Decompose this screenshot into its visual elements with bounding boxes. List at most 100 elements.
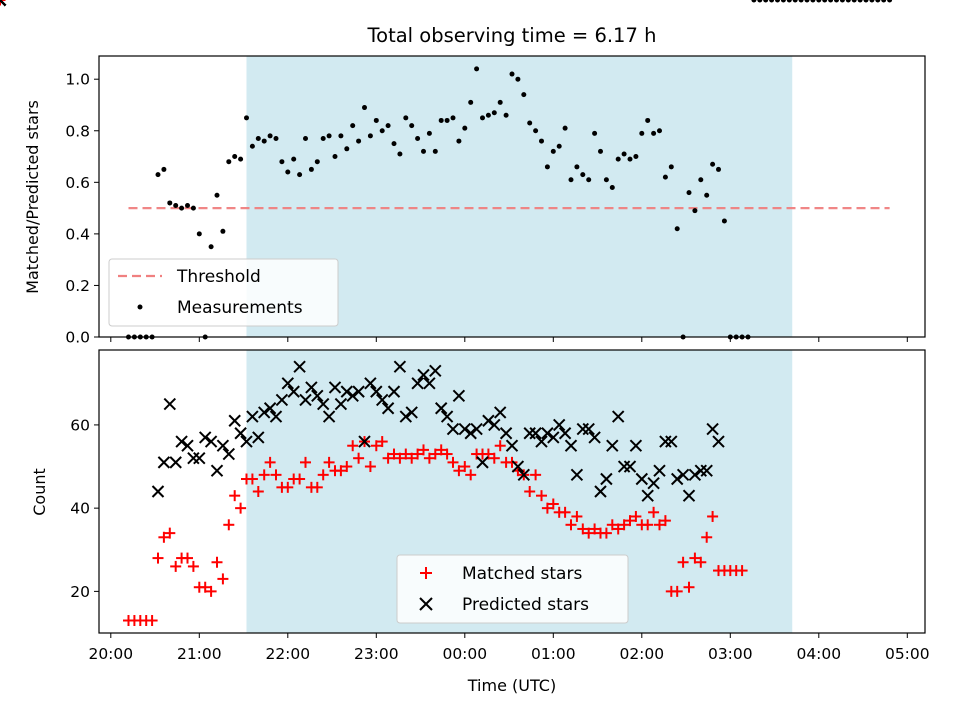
predicted-point <box>157 456 171 469</box>
measurement-point <box>657 128 662 134</box>
predicted-point <box>564 439 578 452</box>
measurement-point <box>326 133 332 139</box>
bottom-ytick-label: 40 <box>70 500 90 518</box>
matched-point <box>565 519 577 531</box>
top-ytick-label: 0.8 <box>65 122 90 140</box>
top-ylabel: Matched/Predicted stars <box>23 100 42 294</box>
measurement-point <box>190 205 196 211</box>
measurement-point <box>220 228 226 234</box>
matched-point <box>364 461 376 473</box>
predicted-point <box>629 439 643 452</box>
predicted-point <box>328 381 342 394</box>
matched-point <box>335 465 347 477</box>
measurement-point <box>509 71 515 77</box>
measurement-point <box>857 0 863 3</box>
matched-point <box>447 456 459 468</box>
measurement-point <box>362 105 367 111</box>
predicted-point <box>204 435 218 448</box>
predicted-point <box>340 385 354 398</box>
measurement-point <box>474 66 480 72</box>
measurement-point <box>887 0 893 3</box>
measurement-point <box>367 133 373 139</box>
measurement-point <box>491 110 497 116</box>
measurement-point <box>521 92 527 98</box>
measurement-point <box>261 138 267 144</box>
matched-point <box>618 519 630 531</box>
matched-point <box>701 531 713 543</box>
measurement-point <box>267 133 273 139</box>
measurement-point <box>863 0 869 3</box>
measurement-point <box>556 143 562 149</box>
measurement-point <box>780 0 786 3</box>
predicted-point <box>299 393 312 407</box>
predicted-point <box>222 447 236 461</box>
predicted-point <box>263 402 277 415</box>
measurement-point <box>444 117 450 123</box>
legend-matched-label: Matched stars <box>462 564 582 584</box>
predicted-point <box>529 427 542 440</box>
xtick-label: 00:00 <box>442 645 487 663</box>
predicted-point <box>670 472 684 486</box>
predicted-point <box>600 472 613 486</box>
matched-point <box>642 519 654 531</box>
matched-point <box>412 448 424 460</box>
xtick-label: 04:00 <box>796 645 841 663</box>
predicted-point <box>316 397 330 411</box>
matched-point <box>205 585 217 597</box>
matched-point <box>235 502 247 514</box>
measurement-point <box>303 135 308 141</box>
matched-point <box>217 573 229 585</box>
matched-point <box>376 436 388 448</box>
measurement-point <box>810 0 816 3</box>
measurement-point <box>208 244 214 250</box>
xtick-label: 05:00 <box>885 645 930 663</box>
measurement-point <box>468 99 474 105</box>
measurement-point <box>792 0 798 3</box>
predicted-point <box>653 464 666 477</box>
measurement-point <box>314 159 320 165</box>
matched-point <box>382 452 394 464</box>
matched-point <box>353 452 365 464</box>
predicted-point <box>358 435 371 448</box>
measurement-point <box>639 130 645 136</box>
top-legend: Threshold Measurements <box>108 258 339 327</box>
predicted-point <box>293 360 306 373</box>
predicted-point <box>257 406 271 419</box>
measurement-point <box>721 218 727 224</box>
measurement-point <box>751 0 757 3</box>
matched-point <box>317 469 329 481</box>
predicted-point <box>611 410 625 423</box>
matched-point <box>547 498 559 510</box>
predicted-point <box>594 485 607 498</box>
measurement-point <box>438 117 444 123</box>
predicted-point <box>346 389 359 402</box>
measurement-point <box>692 208 698 214</box>
matched-point <box>341 461 353 473</box>
matched-point <box>589 523 601 535</box>
measurement-point <box>320 135 326 141</box>
measurement-point <box>621 151 627 157</box>
measurement-point <box>167 200 173 206</box>
matched-point <box>394 452 406 464</box>
measurement-point <box>851 0 857 3</box>
matched-point <box>606 519 618 531</box>
predicted-point <box>423 377 436 390</box>
predicted-point <box>151 485 165 498</box>
predicted-point <box>311 389 324 402</box>
measurement-point <box>173 203 179 209</box>
predicted-point <box>700 464 713 477</box>
measurement-point <box>415 135 421 141</box>
matched-point <box>612 523 624 535</box>
matched-point <box>199 581 211 593</box>
matched-point <box>459 461 471 473</box>
measurement-point <box>214 192 220 198</box>
top-ytick-label: 0.6 <box>65 174 90 192</box>
chart-title: Total observing time = 6.17 h <box>367 24 657 47</box>
measurement-point <box>385 123 391 129</box>
top-ytick-label: 1.0 <box>65 71 90 89</box>
matched-point <box>530 469 542 481</box>
matched-point <box>654 519 665 531</box>
measurement-point <box>869 0 875 3</box>
matched-point <box>270 469 282 481</box>
